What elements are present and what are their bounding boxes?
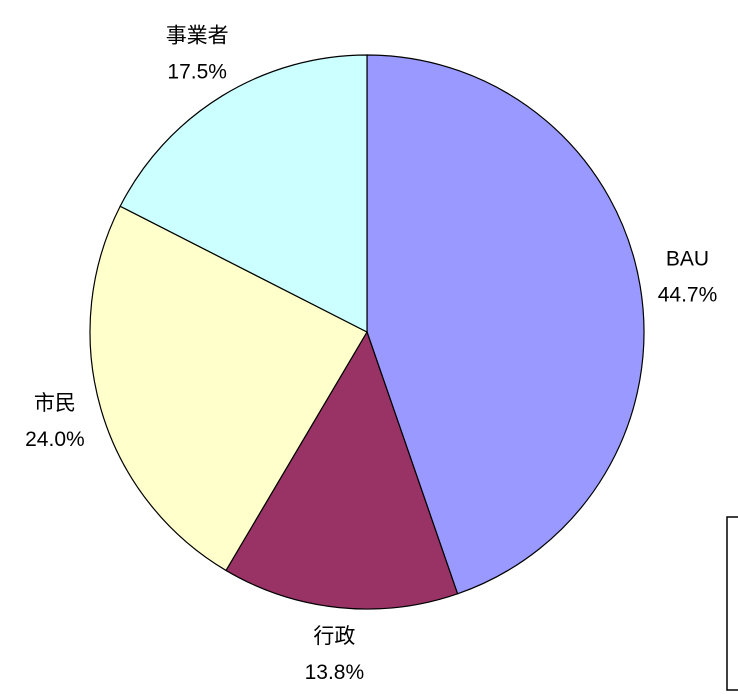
pie-slice xyxy=(119,54,368,333)
slice-label: 事業者 xyxy=(166,24,229,47)
slice-value-label: 13.8% xyxy=(305,661,365,684)
legend-frame xyxy=(726,516,738,691)
slice-label: BAU xyxy=(666,248,709,271)
slice-label: 行政 xyxy=(313,625,355,648)
slice-value-label: 17.5% xyxy=(167,60,227,83)
slice-label: 市民 xyxy=(34,392,76,415)
slice-value-label: 24.0% xyxy=(25,428,85,451)
pie-slice xyxy=(225,330,459,610)
pie-slice xyxy=(366,54,645,595)
slice-value-label: 44.7% xyxy=(658,284,718,307)
